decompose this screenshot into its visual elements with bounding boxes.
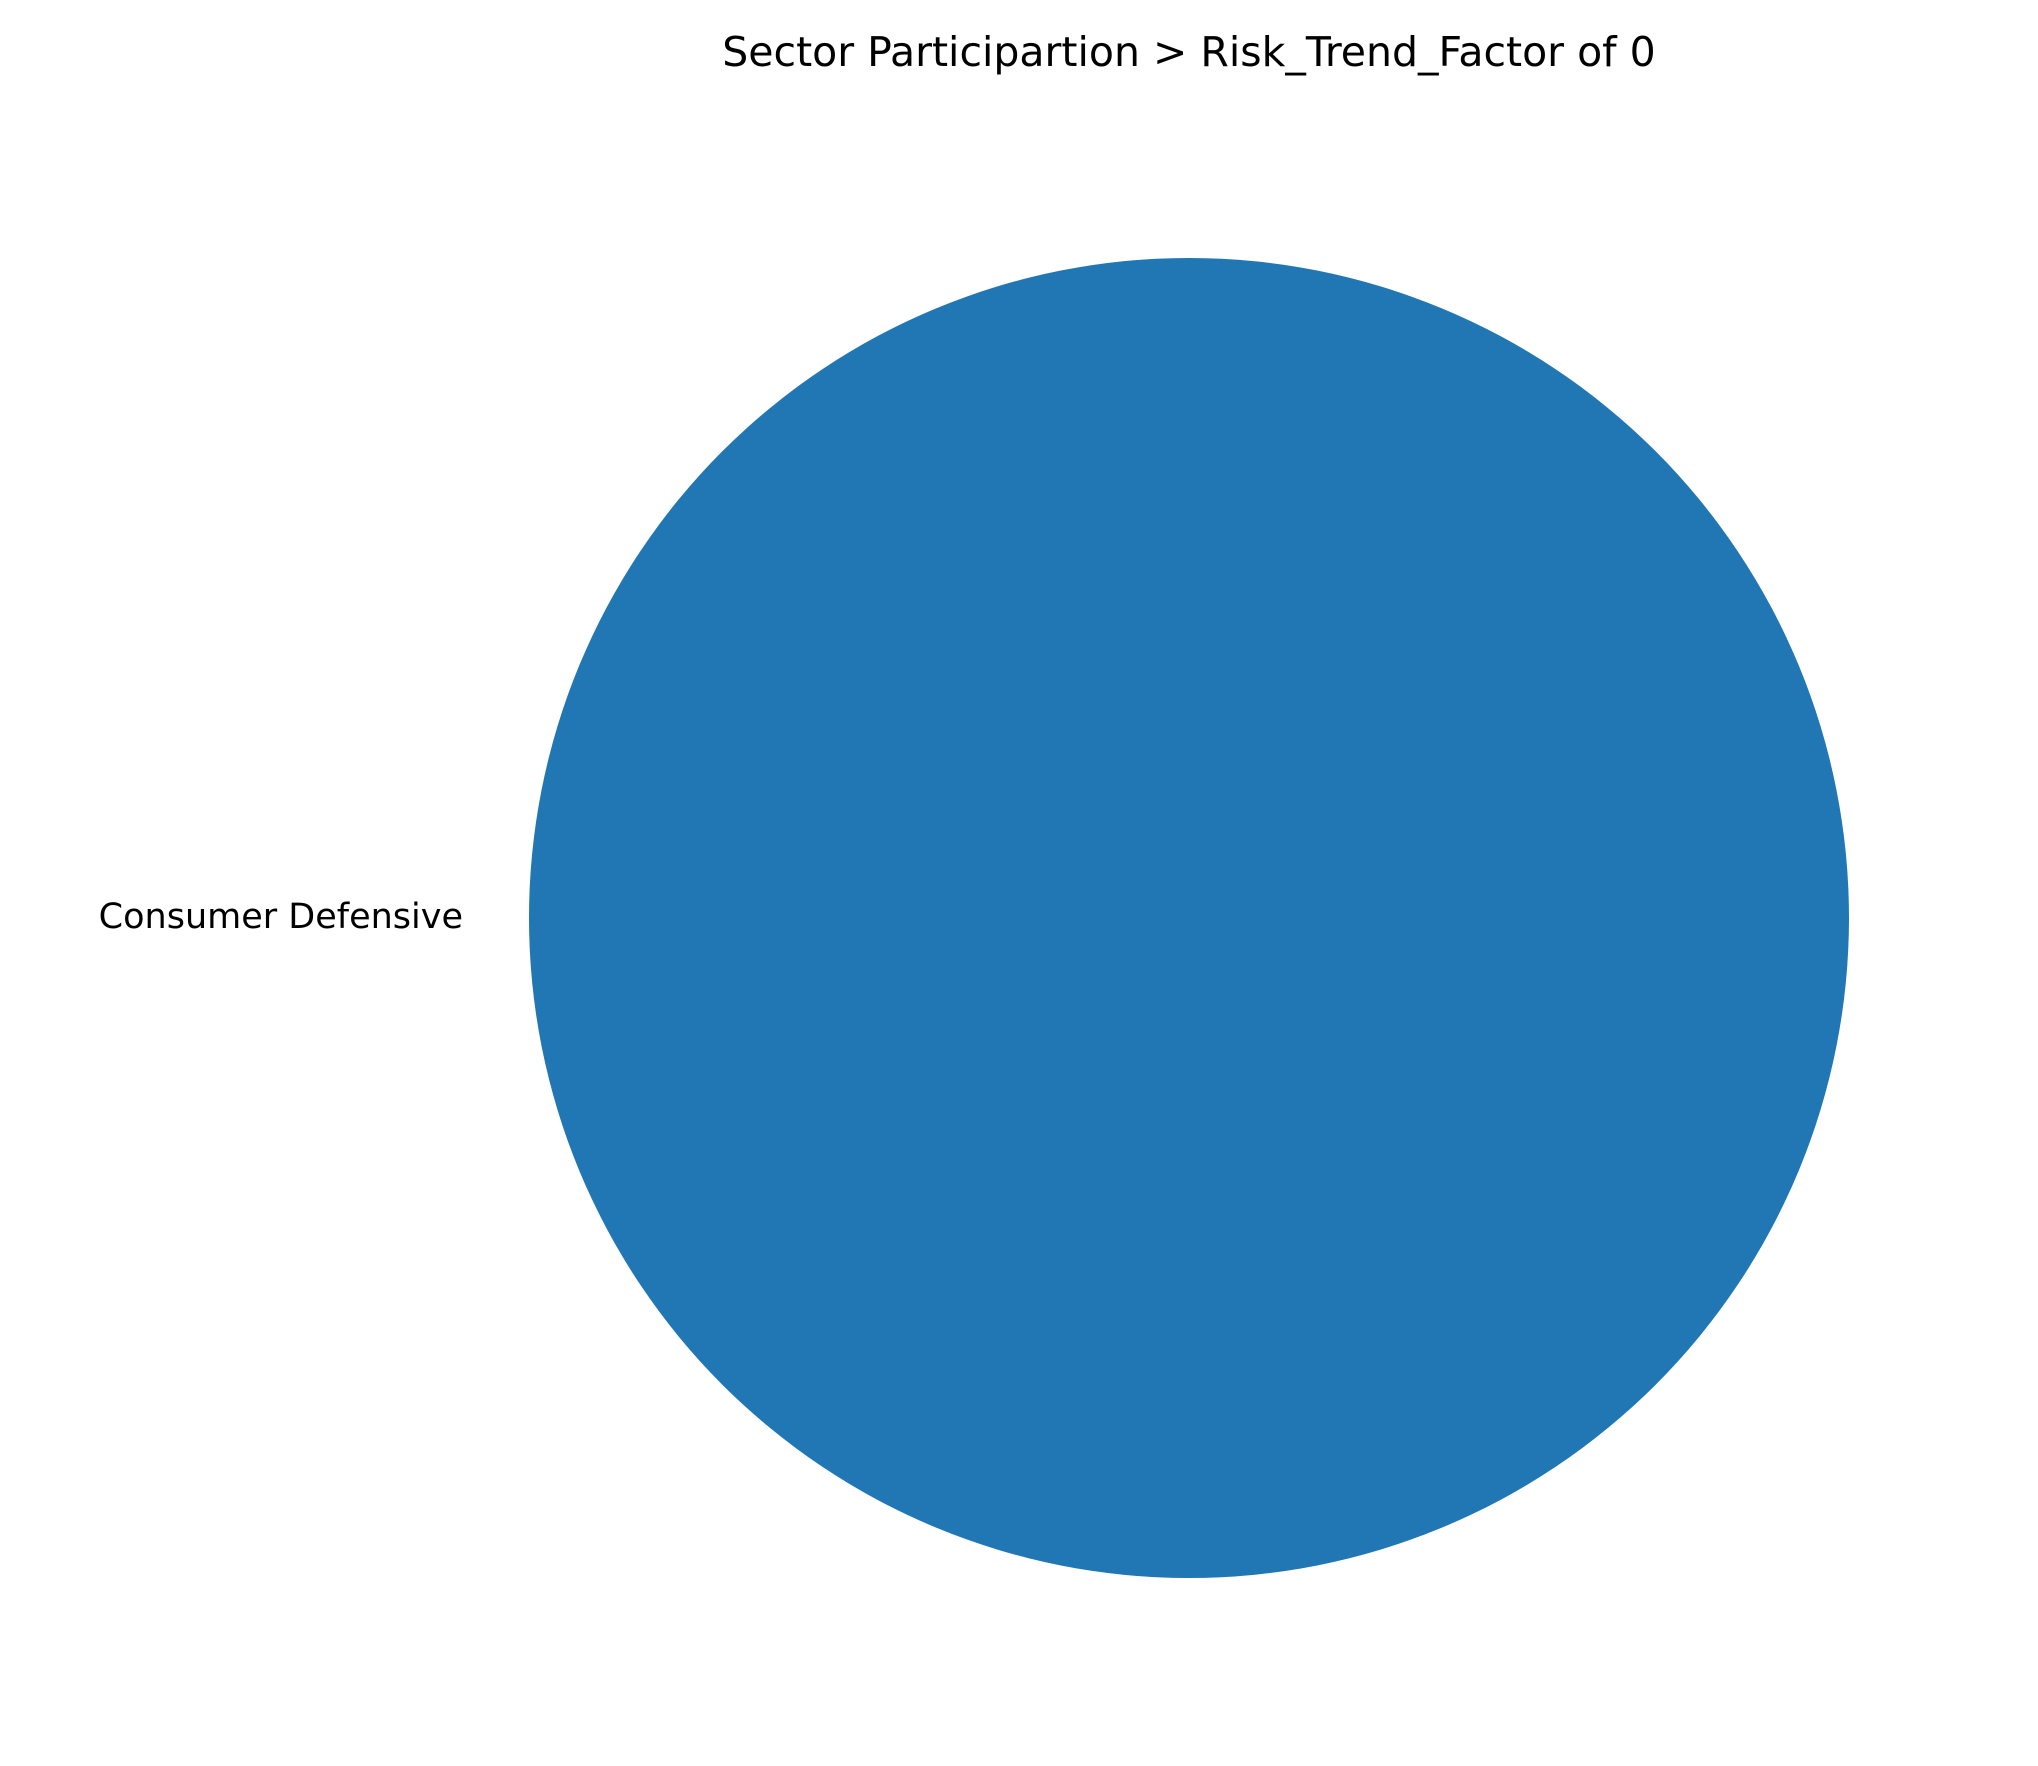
chart-title: Sector Participartion > Risk_Trend_Facto…: [722, 28, 1655, 76]
pie-slices: [529, 258, 1849, 1578]
pie-slice-0: [529, 258, 1849, 1578]
pie-slice-label-0: Consumer Defensive: [99, 897, 463, 937]
pie-slice-labels: Consumer Defensive: [99, 897, 463, 937]
